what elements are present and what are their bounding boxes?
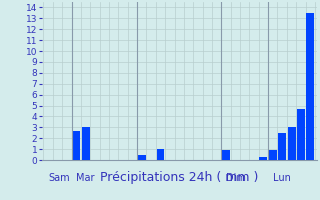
Text: Mar: Mar: [76, 173, 95, 183]
Bar: [288, 127, 295, 160]
Text: Sam: Sam: [48, 173, 70, 183]
Bar: [260, 157, 268, 160]
Bar: [72, 131, 80, 160]
Bar: [82, 127, 90, 160]
Bar: [156, 149, 164, 160]
Text: Lun: Lun: [273, 173, 291, 183]
Bar: [269, 150, 277, 160]
Bar: [278, 133, 286, 160]
Bar: [297, 109, 305, 160]
Text: Dim: Dim: [226, 173, 246, 183]
Bar: [222, 150, 230, 160]
Bar: [138, 155, 146, 160]
Bar: [306, 13, 314, 160]
X-axis label: Précipitations 24h ( mm ): Précipitations 24h ( mm ): [100, 171, 258, 184]
